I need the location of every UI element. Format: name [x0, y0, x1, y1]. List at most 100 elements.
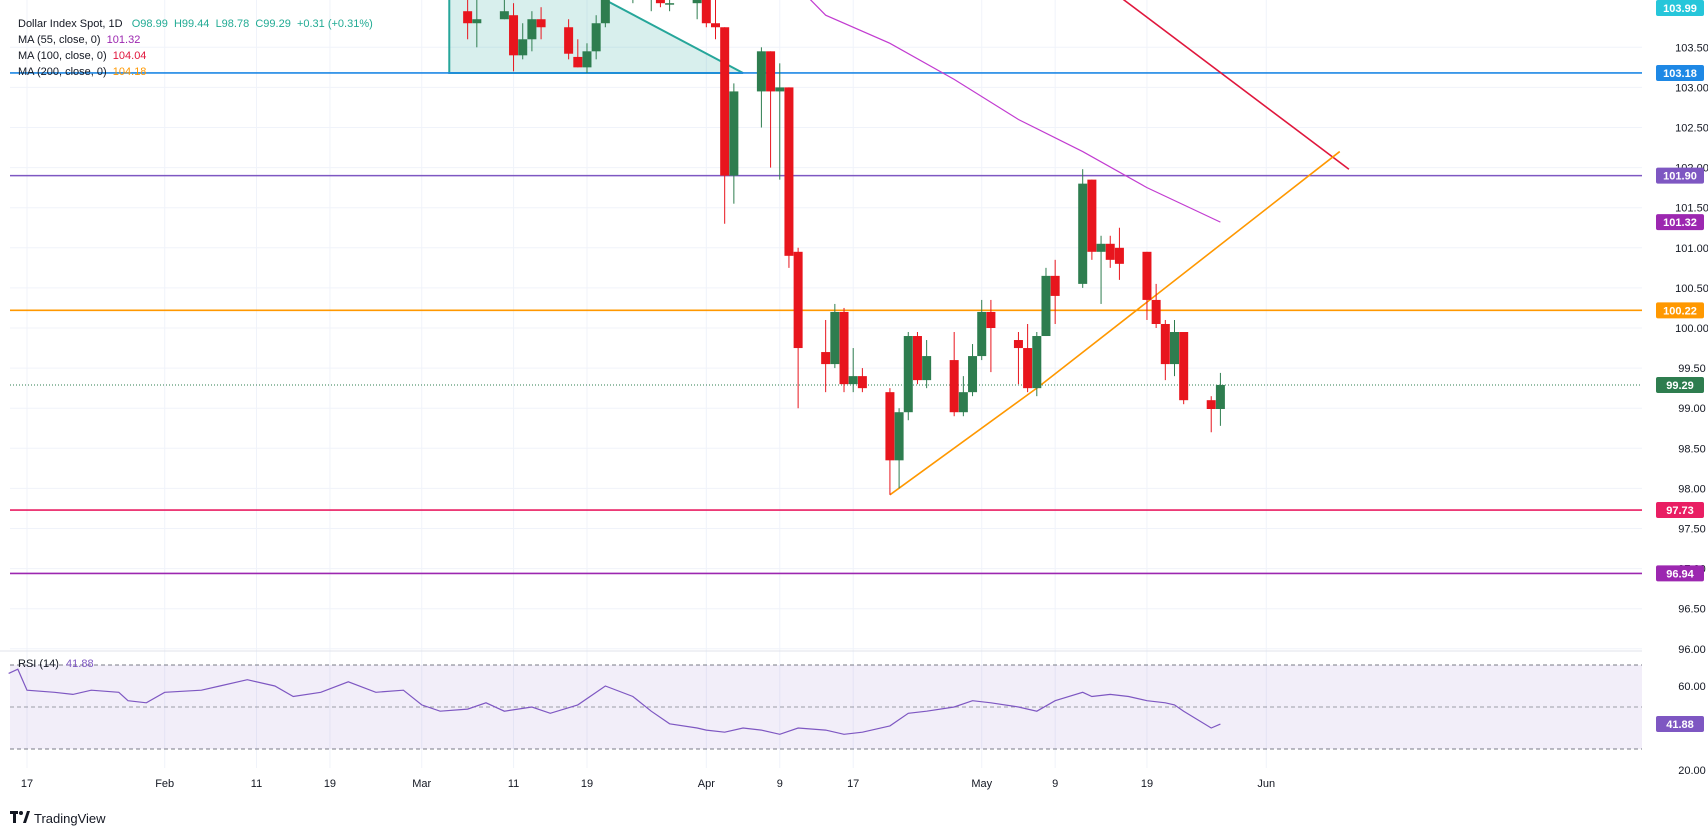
candle [949, 332, 959, 417]
ma100-line [1122, 0, 1350, 170]
candle-body [821, 352, 831, 365]
candle [839, 307, 849, 393]
rsi-legend-value: 41.88 [66, 658, 94, 670]
candle-body [591, 23, 601, 52]
candle [1041, 267, 1051, 337]
price-badge[interactable]: 100.22 [1656, 302, 1704, 319]
candle [472, 0, 482, 48]
candle [1215, 372, 1225, 426]
price-axis[interactable]: 103.50103.00102.50102.00101.50101.00100.… [1656, 0, 1708, 777]
candle [958, 376, 968, 417]
candle-body [912, 336, 922, 381]
price-badge-bg [1656, 565, 1704, 582]
price-badge-text: 96.94 [1666, 568, 1694, 580]
time-tick-label: Apr [698, 778, 715, 790]
rsi-line [8, 668, 1221, 735]
price-tick-label: 101.00 [1675, 243, 1708, 255]
candle [536, 7, 546, 40]
tradingview-brand[interactable]: TradingView [10, 810, 106, 826]
candle-body [1013, 340, 1023, 349]
price-tick-label: 103.50 [1675, 42, 1708, 54]
candle [766, 51, 776, 168]
price-badge-bg [1656, 302, 1704, 319]
candle-body [665, 3, 675, 5]
rsi-panel [8, 664, 1642, 750]
candle-body [1023, 348, 1033, 389]
candle [885, 388, 895, 495]
candle [1142, 251, 1152, 320]
candle [1096, 235, 1106, 304]
candle [1050, 259, 1060, 324]
candle [582, 43, 592, 73]
time-tick-label: Jun [1257, 778, 1275, 790]
rsi-badge[interactable]: 41.88 [1656, 716, 1704, 733]
candle-body [1050, 275, 1060, 296]
ma55-line [809, 0, 1221, 223]
ma200-row: MA (200, close, 0) 104.18 [18, 64, 373, 80]
ohlc-close: C99.29 [255, 18, 291, 30]
price-tick-label: 100.00 [1675, 323, 1708, 335]
candle [655, 0, 665, 8]
candle [665, 0, 675, 12]
price-badge-text: 97.73 [1666, 505, 1694, 517]
price-tick-label: 98.50 [1678, 443, 1706, 455]
price-badge-bg [1656, 376, 1704, 393]
candle [692, 0, 702, 20]
price-badge[interactable]: 103.99 [1656, 0, 1704, 17]
candle [848, 348, 858, 393]
price-badge[interactable]: 101.90 [1656, 167, 1704, 184]
price-tick-label: 101.50 [1675, 203, 1708, 215]
candle-body [1170, 332, 1179, 365]
price-badge-text: 101.32 [1663, 217, 1697, 229]
price-badge[interactable]: 99.29 [1656, 376, 1704, 393]
price-badge[interactable]: 96.94 [1656, 565, 1704, 582]
candle-body [655, 0, 665, 4]
time-tick-label: 19 [581, 778, 593, 790]
candle-body [472, 19, 482, 24]
candle-body [775, 87, 785, 92]
candle-body [986, 311, 996, 328]
time-tick-label: May [971, 778, 992, 790]
ma200-value: 104.18 [112, 66, 147, 78]
candle [830, 303, 840, 369]
candle-body [1105, 243, 1115, 260]
time-tick-label: 9 [1052, 778, 1058, 790]
chart-grid [0, 0, 1642, 768]
candle-body [463, 11, 473, 24]
price-tick-label: 100.50 [1675, 283, 1708, 295]
price-tick-label: 98.00 [1678, 483, 1706, 495]
candle-body [1096, 243, 1106, 252]
price-badge[interactable]: 97.73 [1656, 502, 1704, 519]
candle [600, 0, 610, 28]
price-badge-bg [1656, 214, 1704, 231]
ohlc-open: O98.99 [131, 18, 168, 30]
candle [573, 39, 583, 68]
price-tick-label: 97.50 [1678, 524, 1706, 536]
candle-body [1041, 275, 1051, 337]
price-badge[interactable]: 103.18 [1656, 64, 1704, 81]
candle-body [1179, 332, 1189, 401]
candle-body [1087, 179, 1097, 252]
time-tick-label: 19 [1141, 778, 1153, 790]
symbol-name: Dollar Index Spot, 1D [18, 18, 123, 30]
candle-body [793, 251, 803, 349]
time-tick-label: 9 [777, 778, 783, 790]
candle-body [564, 27, 574, 54]
candle-body [527, 19, 537, 40]
candle [1078, 169, 1088, 288]
candle [650, 0, 652, 12]
time-tick-label: Mar [412, 778, 431, 790]
tradingview-wordmark: TradingView [34, 810, 106, 826]
candle [1013, 332, 1023, 385]
candle-body [582, 51, 592, 68]
price-badge-text: 100.22 [1663, 305, 1697, 317]
candle [1206, 396, 1216, 433]
time-axis[interactable]: 17 Feb 11 19 Mar 11 19 Apr 9 17 May 9 19 Jun [21, 778, 1275, 790]
candle [1151, 283, 1161, 328]
candlestick-series [463, 0, 1225, 495]
candle-body [692, 0, 702, 4]
candle [499, 0, 509, 20]
ma200-label: MA (200, close, 0) [18, 66, 107, 78]
price-badge[interactable]: 101.32 [1656, 214, 1704, 231]
